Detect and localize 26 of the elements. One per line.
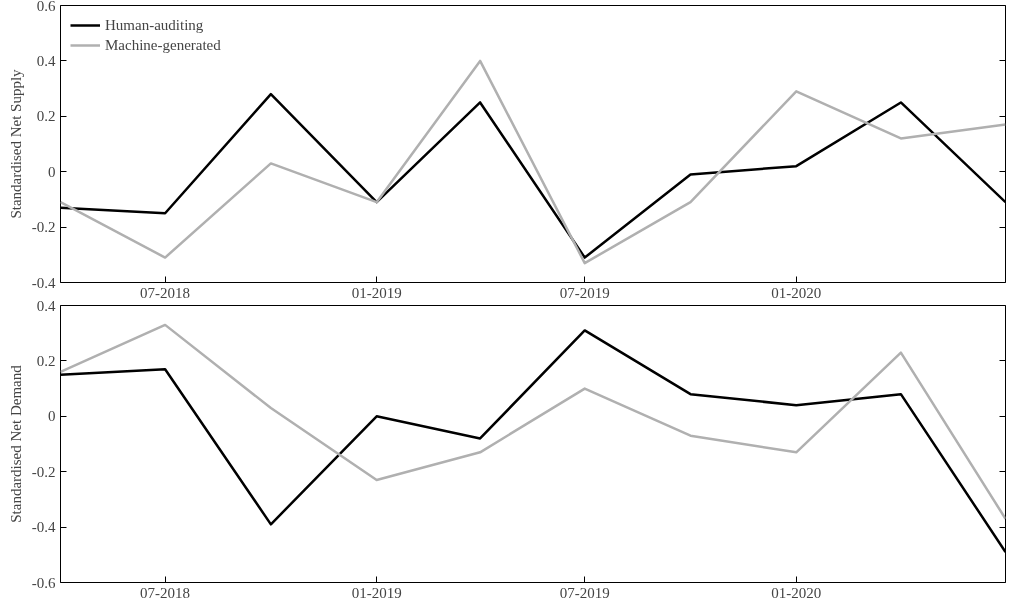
x-tick-label: 07-2018	[140, 584, 191, 601]
y-axis-title: Standardised Net Supply	[7, 68, 24, 219]
y-tick-label: -0.2	[31, 219, 56, 236]
x-tick-label: 07-2019	[559, 284, 610, 301]
x-tick-label: 01-2019	[351, 584, 402, 601]
legend-label: Human-auditing	[105, 16, 204, 34]
y-tick-label: -0.2	[31, 463, 56, 480]
y-tick-label: 0	[48, 163, 56, 180]
y-tick-label: -0.4	[31, 274, 56, 291]
y-tick-label: 0.2	[36, 108, 56, 125]
y-tick-label: 0.2	[36, 352, 56, 369]
x-tick-label: 07-2018	[140, 284, 191, 301]
line-series	[60, 323, 1006, 521]
legend-label: Machine-generated	[105, 36, 221, 54]
y-tick-label: -0.6	[31, 574, 56, 591]
x-tick-label: 01-2020	[771, 284, 822, 301]
y-tick-label: 0.4	[36, 297, 56, 314]
x-tick-label: 01-2019	[351, 284, 402, 301]
x-tick-label: 01-2020	[771, 584, 822, 601]
y-tick-label: -0.4	[31, 519, 56, 536]
y-tick-label: 0.4	[36, 52, 56, 69]
y-tick-label: 0.6	[36, 0, 56, 14]
y-tick-label: 0	[48, 408, 56, 425]
line-series	[60, 59, 1006, 265]
y-axis-title: Standardised Net Demand	[7, 364, 24, 523]
x-tick-label: 07-2019	[559, 584, 610, 601]
